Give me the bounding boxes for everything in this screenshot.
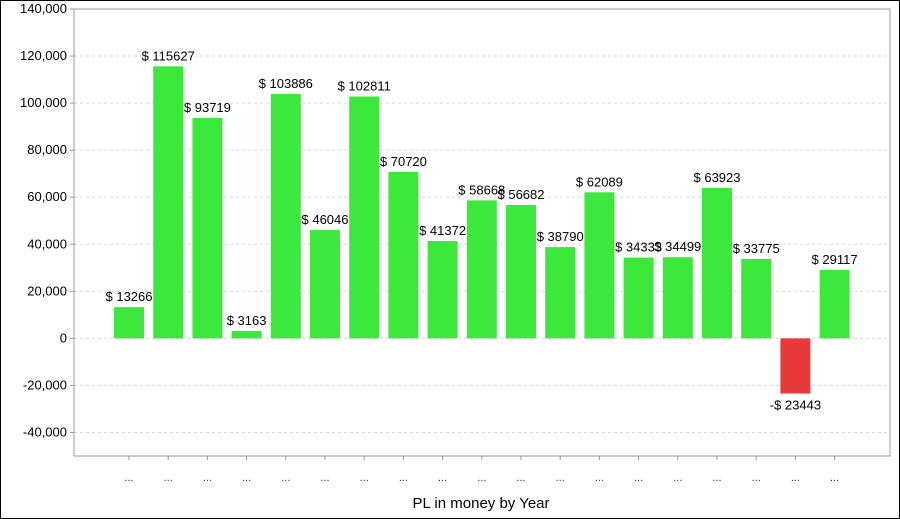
bars	[114, 66, 850, 394]
bar	[388, 171, 419, 339]
x-tick-label: ...	[673, 472, 682, 484]
data-label: $ 13266	[106, 289, 153, 304]
x-tick-label: ...	[203, 472, 212, 484]
data-label: $ 34499	[654, 239, 701, 254]
y-tick-label: 60,000	[27, 189, 67, 204]
data-label: $ 33775	[733, 241, 780, 256]
x-tick-label: ...	[556, 472, 565, 484]
bar	[427, 241, 458, 339]
data-label: $ 70720	[380, 154, 427, 169]
bar	[153, 66, 184, 339]
bar	[506, 205, 536, 339]
y-tick-label: 40,000	[27, 236, 67, 251]
x-tick-label: ...	[712, 472, 721, 484]
data-label: $ 3163	[227, 313, 267, 328]
bar	[662, 257, 693, 339]
y-tick-label: 20,000	[27, 283, 67, 298]
bar	[623, 257, 654, 339]
y-tick-label: 0	[60, 330, 67, 345]
x-tick-label: ...	[634, 472, 643, 484]
y-tick-label: -40,000	[23, 424, 67, 439]
bar	[545, 247, 576, 339]
x-tick-label: ...	[164, 472, 173, 484]
bar	[819, 269, 850, 339]
y-tick-label: 140,000	[20, 1, 67, 16]
x-tick-label: ...	[399, 472, 408, 484]
bar	[741, 258, 772, 339]
bar	[192, 117, 223, 339]
x-tick-label: ...	[438, 472, 447, 484]
x-tick-label: ...	[320, 472, 329, 484]
bar	[702, 187, 732, 339]
data-label: $ 41372	[419, 223, 466, 238]
x-tick-label: ...	[124, 472, 133, 484]
data-label: $ 29117	[812, 252, 858, 267]
x-axis-title: PL in money by Year	[412, 495, 549, 512]
x-tick-label: ...	[752, 472, 761, 484]
data-label: $ 93719	[184, 100, 231, 115]
data-label: $ 56682	[498, 187, 545, 202]
x-tick-label: ...	[281, 472, 290, 484]
x-tick-label: ...	[360, 472, 369, 484]
bar	[231, 330, 262, 339]
bar	[270, 93, 301, 339]
data-label: $ 63923	[694, 170, 741, 185]
data-label: $ 102811	[338, 78, 391, 93]
bar	[780, 338, 811, 394]
bar	[310, 230, 340, 339]
x-tick-label: ...	[242, 472, 251, 484]
x-tick-label: ...	[791, 472, 800, 484]
bar	[349, 96, 380, 339]
category-labels: ........................................…	[124, 456, 839, 484]
data-label: -$ 23443	[770, 398, 821, 413]
data-labels: $ 13266 $ 115627 $ 93719 $ 3163 $ 103886 $ 46…	[106, 48, 858, 412]
data-label: $ 103886	[259, 76, 313, 91]
data-label: $ 115627	[142, 48, 195, 63]
y-tick-label: 120,000	[20, 48, 67, 63]
bar	[466, 200, 497, 339]
y-axis-ticks: -40,000 -20,000 0 20,000 40,000 60,000 80,000 1…	[20, 1, 74, 439]
data-label: $ 58668	[458, 182, 505, 197]
data-label: $ 62089	[576, 174, 623, 189]
data-label: $ 34333	[615, 240, 662, 255]
data-label: $ 46046	[302, 212, 349, 227]
y-tick-label: 80,000	[27, 142, 67, 157]
x-tick-label: ...	[477, 472, 486, 484]
x-tick-label: ...	[830, 472, 839, 484]
x-tick-label: ...	[595, 472, 604, 484]
data-label: $ 38790	[537, 229, 584, 244]
x-tick-label: ...	[516, 472, 525, 484]
bar	[584, 192, 615, 339]
y-tick-label: 100,000	[20, 95, 67, 110]
bar	[114, 307, 144, 339]
y-tick-label: -20,000	[23, 377, 67, 392]
